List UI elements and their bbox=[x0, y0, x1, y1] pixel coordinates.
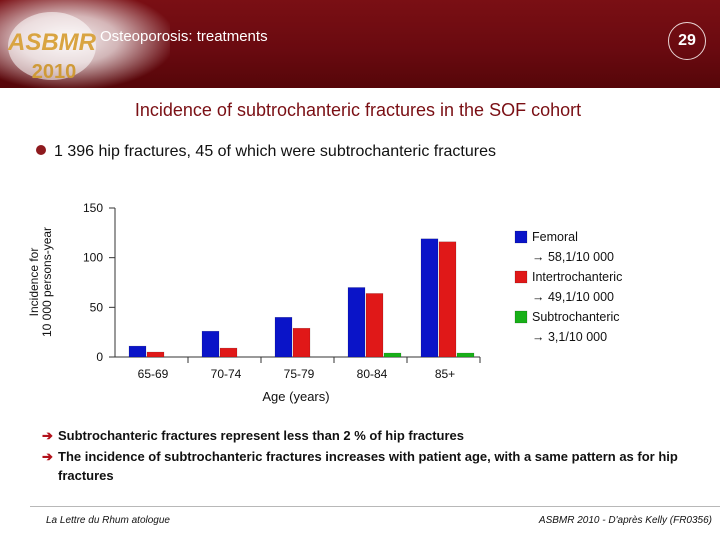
bullet-dot-icon bbox=[36, 145, 46, 155]
bar-intertrochanteric bbox=[146, 351, 165, 358]
bar-femoral bbox=[347, 287, 366, 358]
x-tick-label: 75-79 bbox=[284, 367, 315, 381]
legend-rate: → 58,1/10 000 bbox=[532, 250, 614, 264]
conclusion-text: The incidence of subtrochanteric fractur… bbox=[58, 449, 678, 483]
y-tick-label: 50 bbox=[90, 300, 104, 314]
logo-year: 2010 bbox=[32, 61, 77, 83]
x-tick-label: 70-74 bbox=[211, 367, 242, 381]
bar-intertrochanteric bbox=[219, 347, 238, 358]
footer-divider bbox=[30, 506, 720, 507]
page-number: 29 bbox=[668, 22, 706, 60]
header-banner: ASBMR 2010 Osteoporosis: treatments 29 bbox=[0, 0, 720, 88]
y-axis-label: Incidence for bbox=[27, 248, 41, 317]
legend-swatch bbox=[514, 270, 528, 284]
legend-label: Subtrochanteric bbox=[532, 310, 620, 324]
arrow-right-icon: ➔ bbox=[42, 449, 53, 464]
logo-text: ASBMR bbox=[7, 29, 97, 56]
y-tick-label: 0 bbox=[96, 350, 103, 364]
bar-subtrochanteric bbox=[383, 352, 402, 358]
header-title: Osteoporosis: treatments bbox=[100, 28, 268, 45]
bullet-text: 1 396 hip fractures, 45 of which were su… bbox=[54, 143, 496, 160]
x-tick-label: 80-84 bbox=[357, 367, 388, 381]
bar-femoral bbox=[201, 330, 220, 358]
footer-journal: La Lettre du Rhum atologue bbox=[46, 515, 170, 526]
conclusion-text: Subtrochanteric fractures represent less… bbox=[58, 428, 465, 443]
y-tick-label: 150 bbox=[83, 201, 103, 215]
slide-subtitle: Incidence of subtrochanteric fractures i… bbox=[134, 100, 582, 120]
bar-femoral bbox=[128, 345, 147, 358]
legend-swatch bbox=[514, 230, 528, 244]
conclusions: ➔ Subtrochanteric fractures represent le… bbox=[42, 426, 702, 487]
conclusion-item: ➔ Subtrochanteric fractures represent le… bbox=[42, 426, 702, 445]
y-tick-label: 100 bbox=[83, 251, 103, 265]
asbmr-logo: ASBMR 2010 bbox=[7, 12, 97, 83]
bullet-item: 1 396 hip fractures, 45 of which were su… bbox=[36, 143, 496, 161]
arrow-right-icon: ➔ bbox=[42, 428, 53, 443]
legend-rate: → 49,1/10 000 bbox=[532, 290, 614, 304]
legend-label: Femoral bbox=[532, 230, 578, 244]
bar-intertrochanteric bbox=[438, 241, 457, 358]
x-axis-label: Age (years) bbox=[262, 389, 329, 404]
x-tick-label: 85+ bbox=[435, 367, 455, 381]
bar-subtrochanteric bbox=[456, 352, 475, 358]
bar-femoral bbox=[274, 317, 293, 358]
conclusion-item: ➔ The incidence of subtrochanteric fract… bbox=[42, 447, 702, 485]
legend-rate: → 3,1/10 000 bbox=[532, 330, 607, 344]
legend-swatch bbox=[514, 310, 528, 324]
bar-chart: 0 50 100 150 Incidence for 10 000 persons-yea… bbox=[27, 201, 622, 404]
footer-source: ASBMR 2010 - D'après Kelly (FR0356) bbox=[538, 515, 712, 526]
y-axis-label: 10 000 persons-year bbox=[40, 227, 54, 337]
bar-intertrochanteric bbox=[365, 293, 384, 358]
legend-label: Intertrochanteric bbox=[532, 270, 622, 284]
bar-femoral bbox=[420, 238, 439, 358]
x-tick-label: 65-69 bbox=[138, 367, 169, 381]
bar-intertrochanteric bbox=[292, 327, 311, 358]
